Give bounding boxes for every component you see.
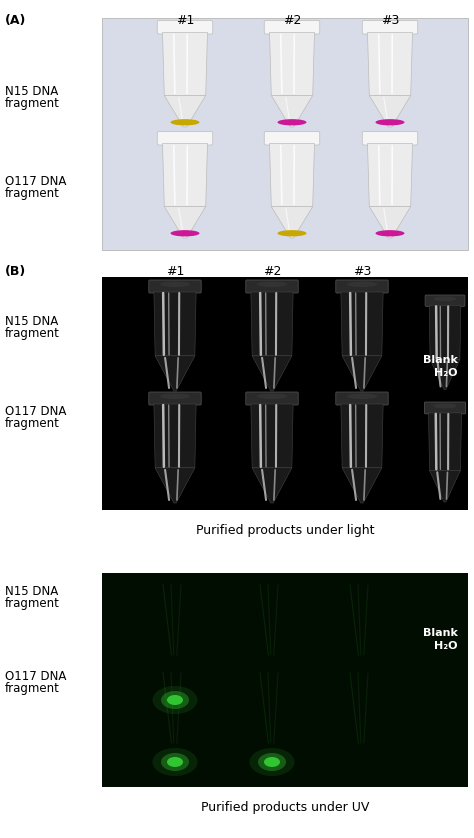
FancyBboxPatch shape — [336, 392, 388, 405]
Polygon shape — [252, 356, 292, 391]
Polygon shape — [154, 404, 196, 468]
Polygon shape — [271, 96, 313, 127]
Polygon shape — [342, 468, 382, 503]
Text: (B): (B) — [5, 265, 26, 278]
Text: fragment: fragment — [5, 97, 60, 110]
Ellipse shape — [375, 230, 404, 236]
Text: H₂O: H₂O — [435, 641, 458, 651]
Text: fragment: fragment — [5, 597, 60, 610]
Polygon shape — [429, 305, 461, 360]
Text: O117 DNA: O117 DNA — [5, 175, 66, 188]
Ellipse shape — [161, 691, 189, 709]
Text: fragment: fragment — [5, 187, 60, 200]
Polygon shape — [155, 468, 195, 503]
Ellipse shape — [277, 230, 307, 236]
Text: Blank: Blank — [423, 628, 458, 638]
Ellipse shape — [257, 282, 287, 287]
FancyBboxPatch shape — [362, 132, 418, 145]
Text: #2: #2 — [283, 14, 301, 27]
Ellipse shape — [171, 119, 200, 126]
Polygon shape — [367, 33, 412, 96]
Text: #1: #1 — [166, 265, 184, 278]
Polygon shape — [164, 206, 206, 238]
Ellipse shape — [153, 748, 198, 776]
Polygon shape — [367, 143, 412, 206]
Ellipse shape — [167, 757, 183, 767]
Polygon shape — [251, 404, 293, 468]
FancyBboxPatch shape — [102, 18, 468, 250]
Ellipse shape — [264, 757, 280, 767]
FancyBboxPatch shape — [102, 573, 468, 787]
Polygon shape — [154, 292, 196, 356]
FancyBboxPatch shape — [362, 20, 418, 34]
Ellipse shape — [171, 230, 200, 236]
FancyBboxPatch shape — [246, 392, 298, 405]
Text: fragment: fragment — [5, 682, 60, 695]
Text: #3: #3 — [381, 14, 399, 27]
Text: #1: #1 — [176, 14, 194, 27]
Text: H₂O: H₂O — [435, 368, 458, 378]
Ellipse shape — [153, 686, 198, 714]
Text: Blank: Blank — [423, 355, 458, 365]
Ellipse shape — [161, 753, 189, 771]
Text: O117 DNA: O117 DNA — [5, 405, 66, 418]
FancyBboxPatch shape — [149, 392, 201, 405]
Polygon shape — [369, 206, 410, 238]
Ellipse shape — [257, 394, 287, 399]
Text: fragment: fragment — [5, 417, 60, 430]
Ellipse shape — [347, 394, 377, 399]
Polygon shape — [369, 96, 410, 127]
Ellipse shape — [277, 119, 307, 126]
Polygon shape — [163, 143, 208, 206]
Ellipse shape — [434, 297, 456, 301]
Ellipse shape — [160, 394, 190, 399]
Polygon shape — [252, 468, 292, 503]
Text: N15 DNA: N15 DNA — [5, 315, 58, 328]
Polygon shape — [429, 470, 460, 502]
Text: Purified products under UV: Purified products under UV — [201, 801, 369, 814]
FancyBboxPatch shape — [149, 280, 201, 293]
FancyBboxPatch shape — [424, 402, 465, 414]
Polygon shape — [342, 356, 382, 391]
Ellipse shape — [160, 282, 190, 287]
Text: #3: #3 — [353, 265, 371, 278]
Polygon shape — [428, 413, 462, 470]
Ellipse shape — [167, 695, 183, 705]
Text: N15 DNA: N15 DNA — [5, 585, 58, 598]
Text: Purified products under light: Purified products under light — [196, 524, 374, 537]
FancyBboxPatch shape — [425, 295, 465, 307]
Text: fragment: fragment — [5, 327, 60, 340]
Polygon shape — [164, 96, 206, 127]
Polygon shape — [270, 143, 315, 206]
Polygon shape — [430, 360, 460, 390]
Ellipse shape — [375, 119, 404, 126]
Polygon shape — [155, 356, 195, 391]
Polygon shape — [341, 292, 383, 356]
FancyBboxPatch shape — [264, 132, 320, 145]
FancyBboxPatch shape — [157, 20, 213, 34]
Polygon shape — [270, 33, 315, 96]
Ellipse shape — [258, 753, 286, 771]
Text: #2: #2 — [263, 265, 281, 278]
Text: N15 DNA: N15 DNA — [5, 85, 58, 98]
Text: (A): (A) — [5, 14, 27, 27]
FancyBboxPatch shape — [246, 280, 298, 293]
Polygon shape — [271, 206, 313, 238]
FancyBboxPatch shape — [102, 277, 468, 510]
Ellipse shape — [433, 403, 457, 408]
Polygon shape — [341, 404, 383, 468]
Polygon shape — [251, 292, 293, 356]
FancyBboxPatch shape — [157, 132, 213, 145]
Ellipse shape — [249, 748, 294, 776]
Polygon shape — [163, 33, 208, 96]
Ellipse shape — [347, 282, 377, 287]
Text: O117 DNA: O117 DNA — [5, 670, 66, 683]
FancyBboxPatch shape — [264, 20, 320, 34]
FancyBboxPatch shape — [336, 280, 388, 293]
